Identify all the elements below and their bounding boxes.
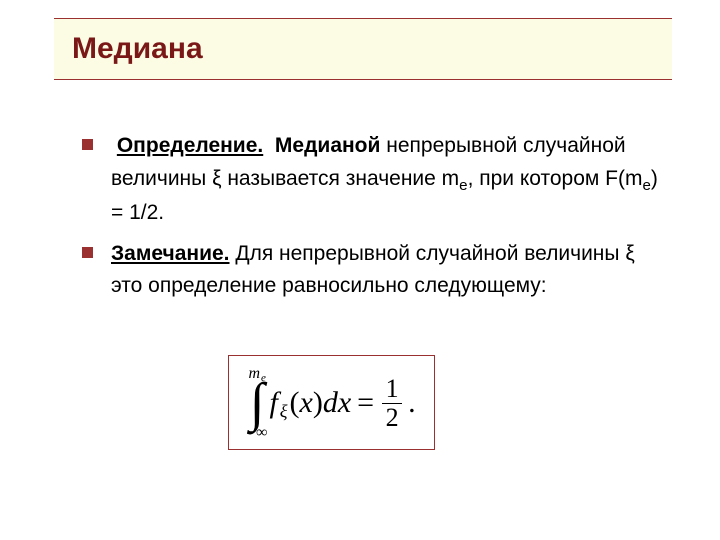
formula-period: . <box>408 386 416 420</box>
variable-x: x <box>300 386 313 420</box>
integral-upper-limit: me <box>248 366 265 382</box>
bullet-definition: Определение. Медианой непрерывной случай… <box>82 130 660 230</box>
content-area: Определение. Медианой непрерывной случай… <box>82 130 660 311</box>
title-bar: Медиана <box>54 18 672 80</box>
bullet-note: Замечание. Для непрерывной случайной вел… <box>82 238 660 303</box>
fraction-denominator: 2 <box>386 404 399 431</box>
definition-tail-2: , при котором F(m <box>468 167 643 190</box>
note-text-block: Замечание. Для непрерывной случайной вел… <box>111 238 660 303</box>
definition-label: Определение. <box>117 134 263 157</box>
integral-formula: me ∫ −∞ fξ(x)dx = 1 2 . <box>247 366 416 441</box>
integral-symbol-block: me ∫ −∞ <box>247 366 267 441</box>
differential-dx: dx <box>323 386 351 420</box>
definition-text: Определение. Медианой непрерывной случай… <box>111 130 660 230</box>
integral-sign-icon: ∫ <box>250 382 265 423</box>
upper-e: e <box>261 372 266 384</box>
function-f: f <box>269 386 277 420</box>
page-title: Медиана <box>72 32 203 66</box>
note-label: Замечание. <box>111 242 230 265</box>
formula-box: me ∫ −∞ fξ(x)dx = 1 2 . <box>228 355 435 450</box>
integral-lower-limit: −∞ <box>247 425 267 441</box>
square-bullet-icon <box>82 139 93 150</box>
upper-m: m <box>248 365 260 382</box>
subscript-xi: ξ <box>280 401 288 422</box>
sub-e-1: e <box>459 177 467 194</box>
fraction-numerator: 1 <box>386 375 399 402</box>
sub-e-2: e <box>643 177 651 194</box>
definition-term: Медианой <box>275 134 381 157</box>
square-bullet-icon <box>82 247 93 258</box>
equals-sign: = <box>357 386 374 420</box>
left-paren: ( <box>290 386 300 420</box>
fraction-one-half: 1 2 <box>382 375 402 431</box>
right-paren: ) <box>313 386 323 420</box>
